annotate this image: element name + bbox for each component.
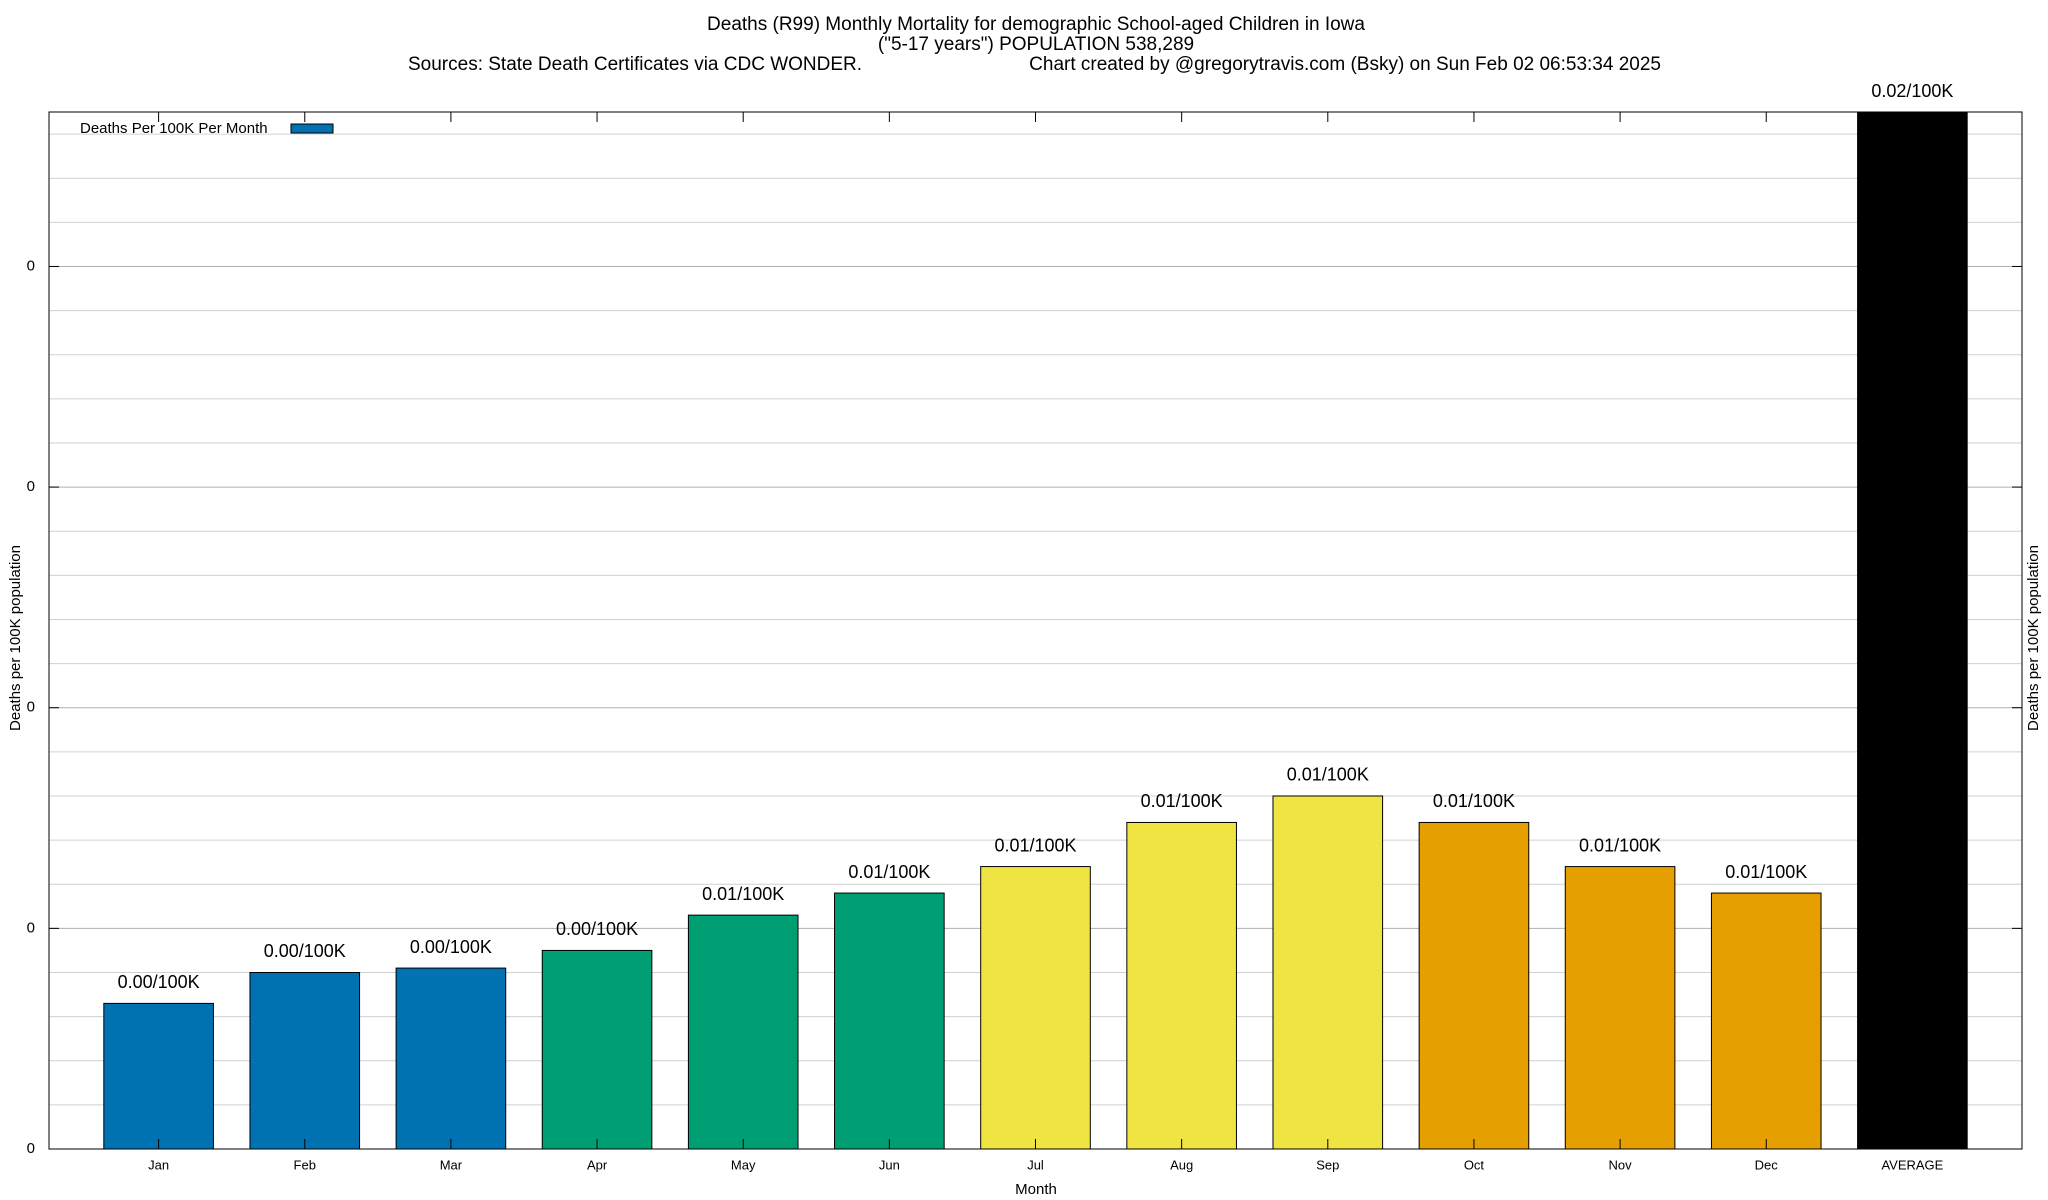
chart-subtitle: ("5-17 years") POPULATION 538,289	[878, 34, 1194, 55]
value-label: 0.01/100K	[1141, 791, 1223, 811]
value-label: 0.01/100K	[702, 884, 784, 904]
chart-title: Deaths (R99) Monthly Mortality for demog…	[707, 14, 1365, 35]
legend-swatch	[290, 123, 334, 134]
bar	[1857, 112, 1968, 1149]
value-label: 0.01/100K	[994, 835, 1076, 855]
x-tick-label: Jan	[148, 1157, 169, 1172]
legend-label: Deaths Per 100K Per Month	[80, 120, 268, 137]
value-label: 0.01/100K	[1579, 835, 1661, 855]
x-tick-label: Apr	[587, 1157, 608, 1172]
value-label: 0.00/100K	[264, 941, 346, 961]
x-tick-label: Jul	[1027, 1157, 1044, 1172]
bar	[980, 866, 1091, 1149]
x-tick-label: Nov	[1609, 1157, 1633, 1172]
bar	[1564, 866, 1676, 1149]
bar	[1272, 795, 1384, 1149]
y-tick-label: 0	[27, 478, 35, 495]
x-tick-label: Mar	[440, 1157, 463, 1172]
value-label: 0.01/100K	[1725, 862, 1807, 882]
x-tick-label: Dec	[1755, 1157, 1779, 1172]
x-tick-label: AVERAGE	[1881, 1157, 1943, 1172]
x-tick-label: Aug	[1170, 1157, 1193, 1172]
x-tick-label: May	[731, 1157, 756, 1172]
value-label: 0.01/100K	[1287, 765, 1369, 785]
x-axis-label: Month	[1015, 1181, 1057, 1198]
bar	[103, 1002, 214, 1149]
x-tick-label: Feb	[294, 1157, 316, 1172]
y-tick-label: 0	[27, 257, 35, 274]
plot-frame	[48, 111, 2023, 1150]
bar	[1418, 821, 1530, 1149]
x-tick-label: Sep	[1316, 1157, 1339, 1172]
bar	[249, 971, 361, 1149]
x-tick-label: Oct	[1464, 1157, 1485, 1172]
value-label: 0.01/100K	[1433, 791, 1515, 811]
x-tick-label: Jun	[879, 1157, 900, 1172]
bar	[1710, 892, 1822, 1149]
plot-area	[103, 112, 1968, 1149]
bar	[687, 914, 799, 1149]
y2-axis-label: Deaths per 100K population	[2025, 545, 2042, 731]
value-label: 0.00/100K	[556, 919, 638, 939]
y-tick-label: 0	[27, 699, 35, 716]
value-label: 0.02/100K	[1871, 81, 1953, 101]
y-axis-label: Deaths per 100K population	[7, 545, 24, 731]
value-label: 0.01/100K	[848, 862, 930, 882]
bar	[541, 949, 653, 1149]
source: Sources: State Death Certificates via CD…	[408, 54, 862, 75]
y-tick-label: 0	[27, 919, 35, 936]
y-tick-label: 0	[27, 1140, 35, 1157]
bar	[1126, 821, 1237, 1149]
value-label: 0.00/100K	[410, 937, 492, 957]
bar	[395, 967, 507, 1149]
bar	[834, 892, 945, 1149]
credit: Chart created by @gregorytravis.com (Bsk…	[1029, 54, 1661, 75]
value-label: 0.00/100K	[118, 972, 200, 992]
